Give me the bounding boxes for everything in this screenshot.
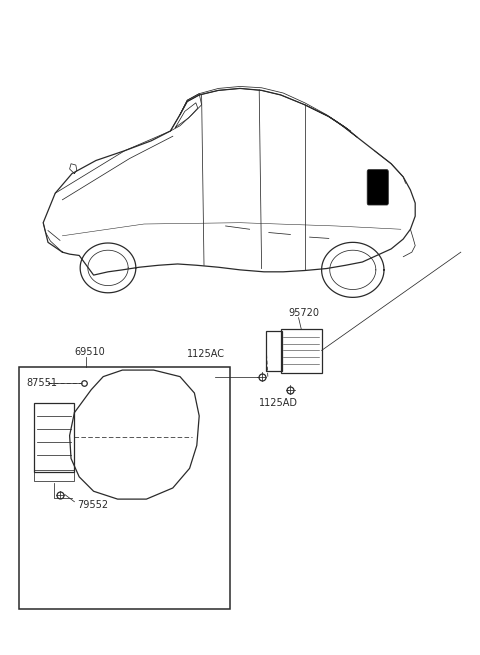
FancyBboxPatch shape [367,170,388,205]
Bar [281,329,322,373]
Bar [19,367,230,609]
Bar [266,331,282,371]
Text: 79552: 79552 [77,500,108,510]
Text: 87551: 87551 [26,377,58,388]
Text: 95720: 95720 [288,308,319,318]
Text: 69510: 69510 [74,347,105,357]
Bar [34,470,74,481]
Text: 1125AD: 1125AD [259,398,298,408]
Text: 1125AC: 1125AC [187,348,225,359]
Bar [34,403,74,472]
